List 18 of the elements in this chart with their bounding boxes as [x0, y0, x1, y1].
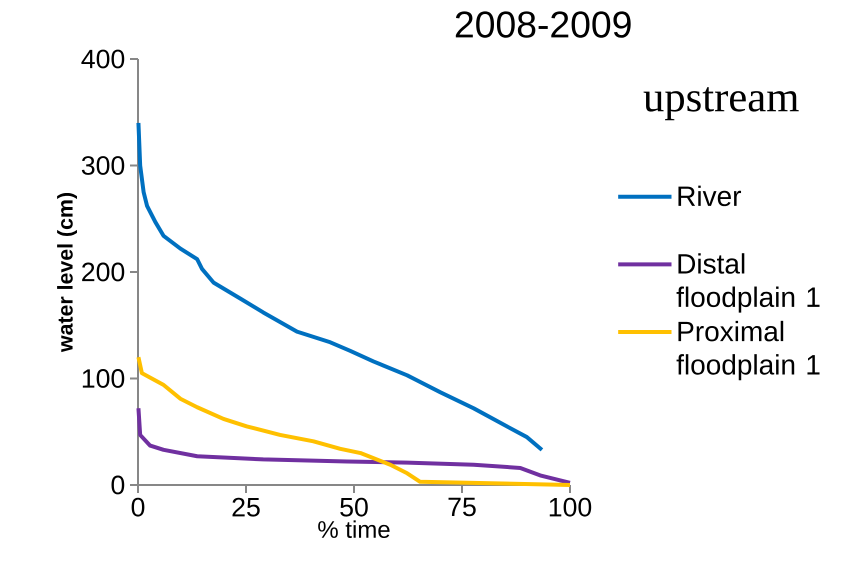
text: upstream [644, 87, 799, 120]
y-tick-label: 400 [81, 50, 124, 68]
x-axis-title: % time [318, 520, 390, 538]
y-tick-label: 100 [82, 369, 124, 388]
y-tick-label: 0 [112, 476, 124, 494]
x-tick-label: 50 [340, 498, 368, 517]
legend-label: Distal floodplain 1 [676, 253, 820, 313]
x-tick-label: 100 [550, 498, 592, 517]
legend-label: Proximal floodplain 1 [676, 320, 820, 380]
x-tick-label: 25 [232, 498, 260, 517]
line-series [136, 120, 544, 452]
y-tick-label: 200 [82, 262, 124, 282]
y-axis-title: water level (cm) [57, 193, 77, 352]
legend-label: River [678, 186, 742, 206]
chart-title: 2008-2009 [456, 11, 631, 38]
x-tick-label: 75 [448, 498, 476, 516]
x-tick-label: 0 [132, 498, 144, 517]
y-tick-label: 300 [82, 156, 124, 175]
